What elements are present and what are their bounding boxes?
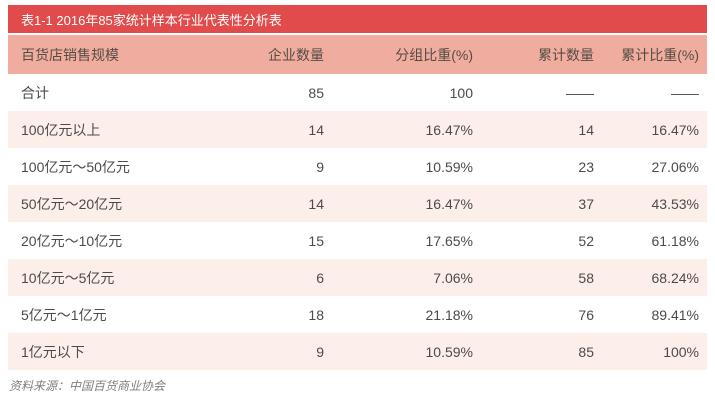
- value-cell: 85: [578, 343, 594, 360]
- table-header: 百货店销售规模 企业数量 分组比重(%) 累计数量 累计比重(%): [8, 35, 707, 74]
- value-cell: 85: [308, 84, 324, 101]
- column-header-2: 企业数量: [241, 35, 332, 74]
- row-label-cell: 20亿元～10亿元: [21, 232, 123, 249]
- value-cell: 10.59%: [425, 158, 473, 175]
- value-cell: 37: [578, 195, 594, 212]
- row-label-cell: 1亿元以下: [21, 343, 85, 360]
- value-cell: 100: [449, 84, 473, 101]
- value-cell: 52: [578, 232, 594, 249]
- value-cell: 7.06%: [433, 269, 473, 286]
- table-title: 表1-1 2016年85家统计样本行业代表性分析表: [21, 12, 282, 28]
- value-cell: 16.47%: [425, 121, 473, 138]
- value-cell: 15: [308, 232, 324, 249]
- column-header-1: 百货店销售规模: [8, 35, 241, 74]
- table-title-banner: 表1-1 2016年85家统计样本行业代表性分析表: [8, 5, 707, 33]
- row-label-cell: 50亿元～20亿元: [21, 195, 123, 212]
- value-cell: 17.65%: [425, 232, 473, 249]
- source-note: 资料来源：中国百货商业协会: [9, 379, 166, 393]
- value-cell: 27.06%: [651, 158, 699, 175]
- value-cell: 14: [308, 121, 324, 138]
- value-cell: 23: [578, 158, 594, 175]
- table-row: 50亿元～20亿元 14 16.47% 37 43.53%: [8, 185, 707, 222]
- header-row: 百货店销售规模 企业数量 分组比重(%) 累计数量 累计比重(%): [8, 35, 707, 74]
- value-cell: 14: [578, 121, 594, 138]
- value-cell: ——: [671, 84, 699, 101]
- value-cell: ——: [566, 84, 594, 101]
- table-row: 100亿元～50亿元 9 10.59% 23 27.06%: [8, 148, 707, 185]
- table-row: 5亿元～1亿元 18 21.18% 76 89.41%: [8, 296, 707, 333]
- value-cell: 16.47%: [425, 195, 473, 212]
- value-cell: 16.47%: [651, 121, 699, 138]
- value-cell: 100%: [663, 343, 699, 360]
- value-cell: 21.18%: [425, 306, 473, 323]
- table-row: 1亿元以下 9 10.59% 85 100%: [8, 333, 707, 370]
- row-label-cell: 5亿元～1亿元: [21, 306, 107, 323]
- value-cell: 61.18%: [651, 232, 699, 249]
- table-row: 20亿元～10亿元 15 17.65% 52 61.18%: [8, 222, 707, 259]
- value-cell: 6: [316, 269, 324, 286]
- value-cell: 76: [578, 306, 594, 323]
- value-cell: 9: [316, 343, 324, 360]
- row-label-cell: 合计: [21, 84, 49, 101]
- value-cell: 89.41%: [651, 306, 699, 323]
- value-cell: 9: [316, 158, 324, 175]
- column-header-4: 累计数量: [481, 35, 602, 74]
- sample-representativeness-table: 百货店销售规模 企业数量 分组比重(%) 累计数量 累计比重(%) 合计 85 100 —— —…: [8, 35, 707, 370]
- column-header-5: 累计比重(%): [602, 35, 707, 74]
- value-cell: 68.24%: [651, 269, 699, 286]
- value-cell: 14: [308, 195, 324, 212]
- table-row: 100亿元以上 14 16.47% 14 16.47%: [8, 111, 707, 148]
- table-row: 合计 85 100 —— ——: [8, 74, 707, 111]
- table-row: 10亿元～5亿元 6 7.06% 58 68.24%: [8, 259, 707, 296]
- value-cell: 10.59%: [425, 343, 473, 360]
- row-label-cell: 100亿元以上: [21, 121, 101, 138]
- value-cell: 58: [578, 269, 594, 286]
- row-label-cell: 10亿元～5亿元: [21, 269, 115, 286]
- value-cell: 43.53%: [651, 195, 699, 212]
- column-header-3: 分组比重(%): [332, 35, 481, 74]
- table-body: 合计 85 100 —— —— 100亿元以上 14 16.47% 14 16.47% 100亿元～…: [8, 74, 707, 370]
- row-label-cell: 100亿元～50亿元: [21, 158, 130, 175]
- value-cell: 18: [308, 306, 324, 323]
